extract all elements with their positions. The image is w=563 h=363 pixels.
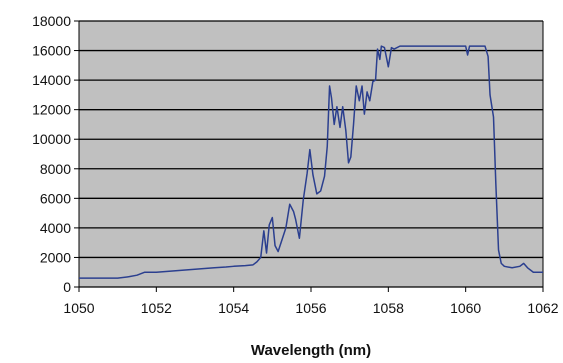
y-tick-label: 18000 [32,13,71,29]
x-tick-label: 1056 [295,300,326,316]
x-tick-label: 1050 [63,300,94,316]
y-tick-label: 0 [63,279,71,295]
y-axis-tick-labels: 0 2000 4000 6000 8000 10000 12000 14000 16000 180… [32,13,71,295]
x-axis-label: Wavelength (nm) [251,342,371,359]
x-tick-label: 1060 [450,300,481,316]
x-axis-tick-labels: 1050 1052 1054 1056 1058 1060 1062 [63,300,558,316]
x-tick-label: 1058 [373,300,404,316]
y-tick-label: 8000 [40,161,71,177]
y-tick-label: 16000 [32,43,71,59]
y-tick-label: 12000 [32,102,71,118]
y-tick-label: 14000 [32,72,71,88]
gridlines [79,20,543,288]
x-tick-label: 1054 [218,300,249,316]
x-tick-label: 1052 [141,300,172,316]
y-tick-label: 4000 [40,220,71,236]
y-tick-label: 2000 [40,249,71,265]
spectrum-series-line [79,45,543,279]
axes [74,20,544,292]
y-tick-label: 6000 [40,190,71,206]
y-tick-label: 10000 [32,131,71,147]
x-tick-label: 1062 [527,300,558,316]
